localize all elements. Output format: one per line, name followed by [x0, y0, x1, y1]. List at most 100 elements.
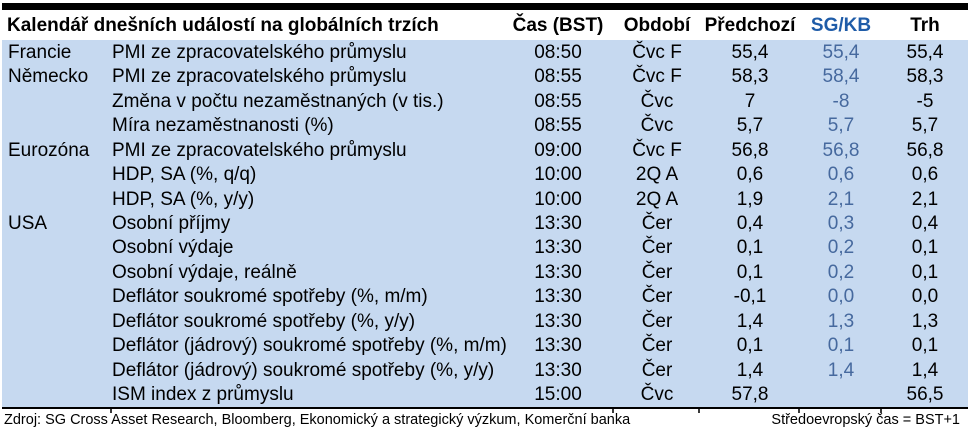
- cell-time: 13:30: [534, 310, 582, 332]
- cell-sgkb: 0,1: [827, 335, 855, 357]
- cell-previous: 1,4: [736, 310, 764, 332]
- cell-sgkb: 0,3: [827, 213, 855, 235]
- cell-market: 58,3: [906, 66, 944, 88]
- cell-period: Čvc F: [632, 41, 682, 63]
- cell-event: HDP, SA (%, q/q): [112, 164, 257, 186]
- table-header: Kalendář dnešních událostí na globálních…: [2, 11, 968, 40]
- table-row: Eurozóna PMI ze zpracovatelského průmyslu…: [2, 138, 968, 162]
- cell-time: 13:30: [534, 335, 582, 357]
- column-header-market: Trh: [910, 14, 940, 36]
- cell-market: 55,4: [906, 41, 944, 63]
- cell-previous: 0,4: [736, 213, 764, 235]
- cell-event: Změna v počtu nezaměstnaných (v tis.): [112, 90, 444, 112]
- cell-event: Osobní příjmy: [112, 213, 231, 235]
- cell-time: 13:30: [534, 261, 582, 283]
- table-row: Francie PMI ze zpracovatelského průmyslu 0…: [2, 40, 968, 64]
- cell-period: Čvc: [640, 90, 674, 112]
- table-row: Míra nezaměstnanosti (%) 08:55 Čvc 5,7 5,7 5,…: [2, 113, 968, 137]
- cell-previous: 5,7: [736, 115, 764, 137]
- cell-previous: 58,3: [731, 66, 769, 88]
- cell-period: Čer: [641, 213, 673, 235]
- cell-period: Čer: [641, 237, 673, 259]
- table-row: Deflátor soukromé spotřeby (%, m/m) 13:30…: [2, 285, 968, 309]
- table-row: Osobní výdaje 13:30 Čer 0,1 0,2 0,1: [2, 236, 968, 260]
- cell-time: 08:55: [534, 115, 582, 137]
- cell-period: Čer: [641, 310, 673, 332]
- table-row: HDP, SA (%, q/q) 10:00 2Q A 0,6 0,6 0,6: [2, 162, 968, 186]
- cell-period: Čvc F: [632, 139, 682, 161]
- cell-market: 0,1: [911, 237, 939, 259]
- cell-period: Čvc: [640, 115, 674, 137]
- cell-time: 13:30: [534, 359, 582, 381]
- cell-previous: 0,1: [736, 261, 764, 283]
- cell-period: 2Q A: [635, 188, 679, 210]
- cell-time: 13:30: [534, 213, 582, 235]
- cell-event: HDP, SA (%, y/y): [112, 188, 255, 210]
- table-row: HDP, SA (%, y/y) 10:00 2Q A 1,9 2,1 2,1: [2, 187, 968, 211]
- cell-event: Deflátor (jádrový) soukromé spotřeby (%,…: [112, 335, 507, 357]
- column-header-time: Čas (BST): [512, 14, 604, 36]
- cell-market: 0,1: [911, 335, 939, 357]
- cell-event: ISM index z průmyslu: [112, 384, 294, 406]
- cell-market: 1,4: [911, 359, 939, 381]
- cell-sgkb: 0,6: [827, 164, 855, 186]
- table-body: Francie PMI ze zpracovatelského průmyslu 0…: [2, 40, 968, 408]
- cell-period: 2Q A: [635, 164, 679, 186]
- cell-period: Čer: [641, 359, 673, 381]
- table-row: USA Osobní příjmy 13:30 Čer 0,4 0,3 0,4: [2, 211, 968, 235]
- table-row: Změna v počtu nezaměstnaných (v tis.) 08:…: [2, 89, 968, 113]
- cell-time: 08:55: [534, 66, 582, 88]
- cell-event: Deflátor soukromé spotřeby (%, m/m): [112, 286, 428, 308]
- cell-period: Čvc F: [632, 66, 682, 88]
- table-title: Kalendář dnešních událostí na globálních…: [7, 14, 439, 36]
- cell-event: Deflátor (jádrový) soukromé spotřeby (%,…: [112, 359, 495, 381]
- cell-previous: 1,4: [736, 359, 764, 381]
- cell-previous: 55,4: [731, 41, 769, 63]
- table-row: Deflátor (jádrový) soukromé spotřeby (%,…: [2, 358, 968, 382]
- cell-market: 0,0: [911, 286, 939, 308]
- cell-previous: 0,1: [736, 237, 764, 259]
- cell-region: USA: [8, 213, 48, 235]
- cell-sgkb: -8: [832, 90, 850, 112]
- column-tick: [110, 409, 112, 414]
- column-tick: [798, 409, 800, 414]
- cell-period: Čvc: [640, 384, 674, 406]
- cell-sgkb: 2,1: [827, 188, 855, 210]
- table-footer: Zdroj: SG Cross Asset Research, Bloomber…: [2, 409, 968, 428]
- table-row: Německo PMI ze zpracovatelského průmyslu 0…: [2, 64, 968, 88]
- cell-time: 08:50: [534, 41, 582, 63]
- column-header-period: Období: [623, 14, 691, 36]
- cell-time: 08:55: [534, 90, 582, 112]
- cell-event: PMI ze zpracovatelského průmyslu: [112, 66, 407, 88]
- cell-event: Osobní výdaje, reálně: [112, 261, 297, 283]
- table-row: Osobní výdaje, reálně 13:30 Čer 0,1 0,2 0,1: [2, 260, 968, 284]
- source-note: Zdroj: SG Cross Asset Research, Bloomber…: [4, 412, 631, 429]
- cell-period: Čer: [641, 335, 673, 357]
- table-row: Deflátor soukromé spotřeby (%, y/y) 13:30…: [2, 309, 968, 333]
- cell-market: 5,7: [911, 115, 939, 137]
- cell-market: -5: [916, 90, 934, 112]
- cell-sgkb: 0,2: [827, 261, 855, 283]
- cell-market: 0,4: [911, 213, 939, 235]
- cell-sgkb: 5,7: [827, 115, 855, 137]
- cell-previous: 1,9: [736, 188, 764, 210]
- cell-previous: -0,1: [733, 286, 767, 308]
- cell-time: 09:00: [534, 139, 582, 161]
- timezone-note: Středoevropský čas = BST+1: [771, 412, 960, 429]
- cell-event: Míra nezaměstnanosti (%): [112, 115, 334, 137]
- cell-period: Čer: [641, 286, 673, 308]
- column-header-sgkb: SG/KB: [810, 14, 872, 36]
- cell-market: 2,1: [911, 188, 939, 210]
- cell-time: 10:00: [534, 188, 582, 210]
- bottom-rule: [2, 407, 968, 414]
- cell-sgkb: 55,4: [822, 41, 860, 63]
- cell-sgkb: 0,0: [827, 286, 855, 308]
- events-table: Kalendář dnešních událostí na globálních…: [2, 11, 968, 428]
- cell-time: 10:00: [534, 164, 582, 186]
- cell-previous: 7: [744, 90, 756, 112]
- cell-period: Čer: [641, 261, 673, 283]
- cell-previous: 56,8: [731, 139, 769, 161]
- top-divider-bar: [2, 3, 968, 10]
- cell-sgkb: 0,2: [827, 237, 855, 259]
- cell-sgkb: 56,8: [822, 139, 860, 161]
